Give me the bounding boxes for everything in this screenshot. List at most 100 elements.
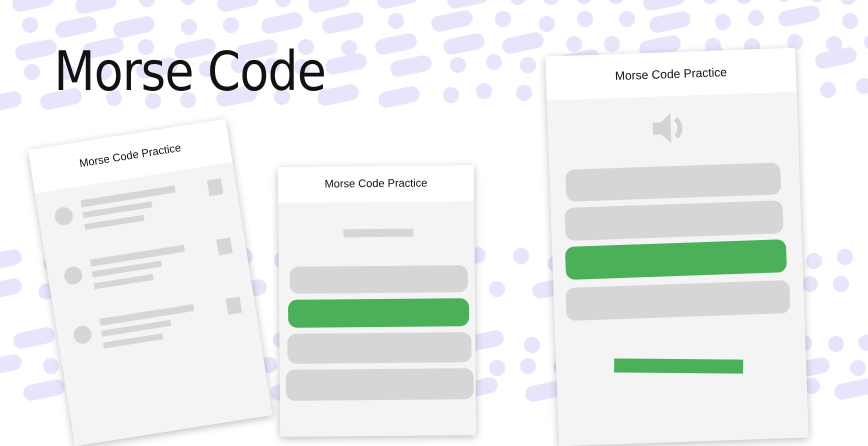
morse-dot — [518, 55, 538, 75]
morse-dash — [777, 4, 822, 29]
morse-dash — [373, 32, 418, 57]
morse-dash — [813, 45, 858, 70]
answer-option-4[interactable] — [565, 280, 791, 321]
morse-dash — [215, 0, 261, 13]
morse-dash — [0, 352, 24, 377]
headline: Morse Code — [54, 40, 326, 103]
morse-dash — [320, 10, 366, 35]
prompt-placeholder — [343, 228, 414, 238]
morse-dot — [511, 246, 531, 266]
list-action — [206, 178, 224, 197]
morse-dot — [178, 0, 198, 7]
morse-dot — [818, 80, 838, 100]
morse-dot — [574, 0, 594, 6]
morse-dot — [484, 52, 504, 72]
morse-dash — [445, 0, 490, 10]
screen-header: Morse Code Practice — [277, 165, 475, 203]
morse-dot — [22, 62, 42, 82]
morse-dot — [386, 11, 406, 31]
morse-dot — [514, 83, 534, 103]
morse-dot — [848, 358, 868, 378]
morse-dash — [647, 9, 693, 34]
answer-option-2[interactable] — [564, 200, 784, 241]
morse-dash — [73, 0, 118, 16]
speaker-icon[interactable] — [650, 109, 691, 146]
answer-option-3[interactable] — [287, 332, 472, 364]
morse-dash — [0, 276, 24, 302]
morse-dot — [518, 356, 538, 376]
morse-dot — [713, 12, 733, 32]
morse-dash — [833, 376, 868, 402]
list-action — [216, 237, 233, 256]
morse-dot — [840, 11, 860, 31]
morse-dot — [804, 251, 824, 271]
progress-bar — [614, 358, 744, 374]
morse-dot — [487, 358, 507, 378]
morse-dash — [641, 0, 687, 12]
answer-option-2-selected[interactable] — [287, 298, 470, 328]
morse-dash — [54, 14, 99, 40]
morse-dash — [12, 326, 57, 351]
answer-option-3-selected[interactable] — [564, 239, 787, 280]
morse-dash — [21, 377, 67, 402]
list-avatar — [72, 324, 93, 346]
morse-dot — [617, 9, 636, 29]
morse-dash — [0, 89, 24, 114]
morse-dot — [137, 0, 157, 9]
morse-dash — [388, 54, 433, 79]
answer-option-4[interactable] — [285, 368, 474, 401]
morse-dot — [854, 76, 868, 96]
morse-dot — [700, 0, 720, 6]
morse-dot — [575, 9, 595, 29]
morse-dot — [734, 0, 754, 6]
morse-dash — [429, 9, 475, 34]
morse-dot — [487, 279, 507, 299]
morse-dot — [179, 17, 199, 37]
morse-dash — [500, 30, 545, 55]
morse-dot — [606, 0, 626, 6]
morse-dot — [835, 247, 855, 267]
morse-dot — [602, 34, 621, 54]
answer-option-1[interactable] — [565, 162, 782, 202]
morse-dot — [537, 14, 557, 34]
phone-quiz-screen: Morse Code Practice — [277, 165, 477, 437]
morse-dot — [493, 9, 513, 29]
morse-dot — [522, 335, 542, 355]
list-avatar — [62, 265, 84, 286]
morse-dot — [41, 356, 61, 376]
list-line — [103, 333, 164, 349]
screen-header: Morse Code Practice — [545, 47, 797, 101]
morse-dash — [323, 51, 368, 77]
morse-dot — [448, 55, 468, 75]
list-avatar — [53, 205, 75, 227]
morse-dash — [856, 328, 868, 353]
morse-dash — [10, 0, 55, 13]
morse-dot — [746, 8, 766, 28]
morse-dot — [541, 0, 561, 7]
morse-dot — [862, 32, 868, 52]
morse-dot — [831, 274, 851, 294]
morse-dot — [826, 334, 846, 354]
list-line — [93, 273, 154, 290]
morse-dot — [807, 0, 827, 4]
morse-dot — [273, 0, 293, 9]
list-line — [84, 214, 145, 231]
morse-dash — [259, 10, 305, 35]
phone-audio-screen: Morse Code Practice — [545, 47, 809, 446]
morse-dash — [376, 85, 422, 110]
morse-dash — [13, 37, 59, 62]
morse-dot — [774, 0, 794, 4]
morse-dot — [20, 15, 40, 35]
morse-dot — [221, 15, 241, 35]
answer-option-1[interactable] — [289, 265, 468, 294]
morse-dash — [306, 0, 351, 14]
morse-dash — [112, 14, 157, 39]
morse-dot — [838, 0, 858, 7]
morse-dot — [441, 85, 461, 105]
morse-dash — [375, 0, 421, 11]
morse-dot — [474, 81, 494, 101]
morse-dash — [0, 247, 24, 272]
morse-dash — [441, 31, 487, 56]
list-action — [225, 296, 243, 315]
morse-dot — [508, 0, 528, 7]
